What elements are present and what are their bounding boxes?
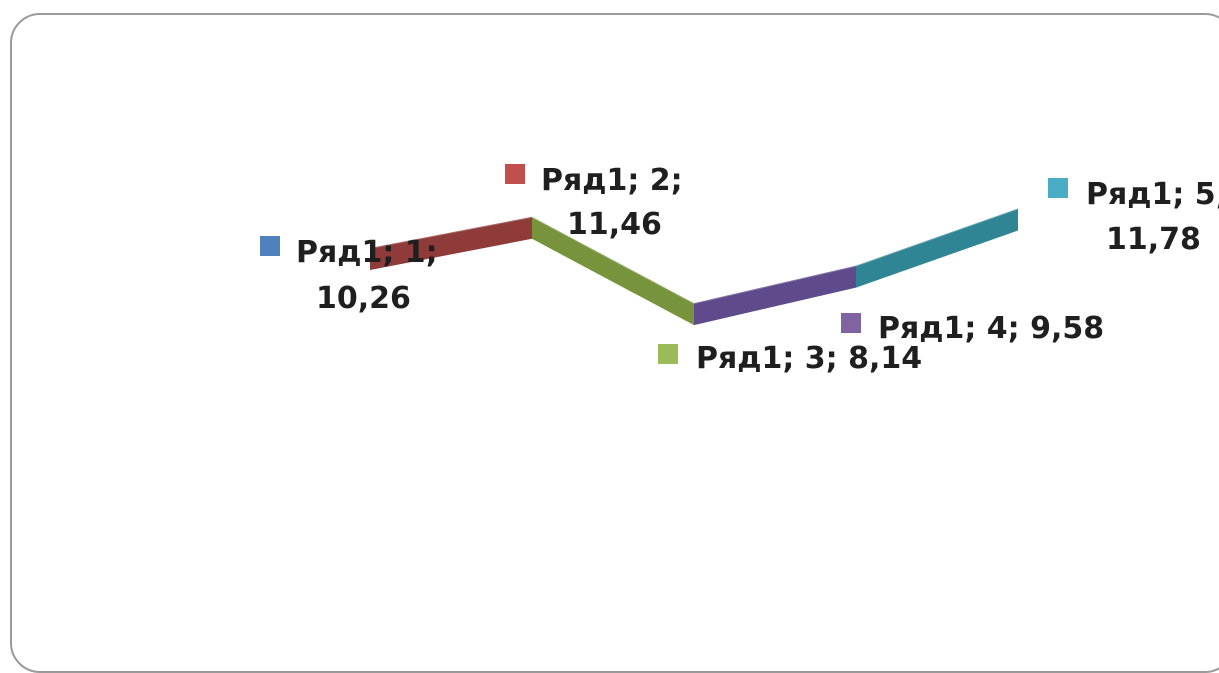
data-label-5: Ряд1; 5; (1086, 177, 1219, 212)
data-label-1: Ряд1; 1; (296, 235, 438, 270)
series-segment-edge-4 (855, 207, 1019, 267)
label-marker-5 (1048, 178, 1068, 198)
label-marker-2 (505, 164, 525, 184)
series-segment-edge-2 (531, 215, 695, 305)
data-label-3: Ряд1; 3; 8,14 (696, 341, 922, 376)
series-segment-1 (370, 216, 532, 270)
data-label-4: Ряд1; 4; 9,58 (878, 311, 1104, 346)
data-label-value-2: 11,46 (567, 207, 662, 242)
label-marker-1 (260, 236, 280, 256)
series-segment-3 (694, 265, 856, 326)
series-segment-edge-3 (693, 264, 857, 305)
data-label-2: Ряд1; 2; (541, 163, 683, 198)
series-segment-edge-1 (369, 215, 533, 249)
series-segment-4 (856, 208, 1018, 288)
label-marker-3 (658, 344, 678, 364)
label-marker-4 (841, 313, 861, 333)
data-label-value-5: 11,78 (1106, 222, 1201, 257)
chart-area (10, 13, 1219, 673)
series-segment-2 (532, 216, 694, 326)
data-label-value-1: 10,26 (316, 281, 411, 316)
